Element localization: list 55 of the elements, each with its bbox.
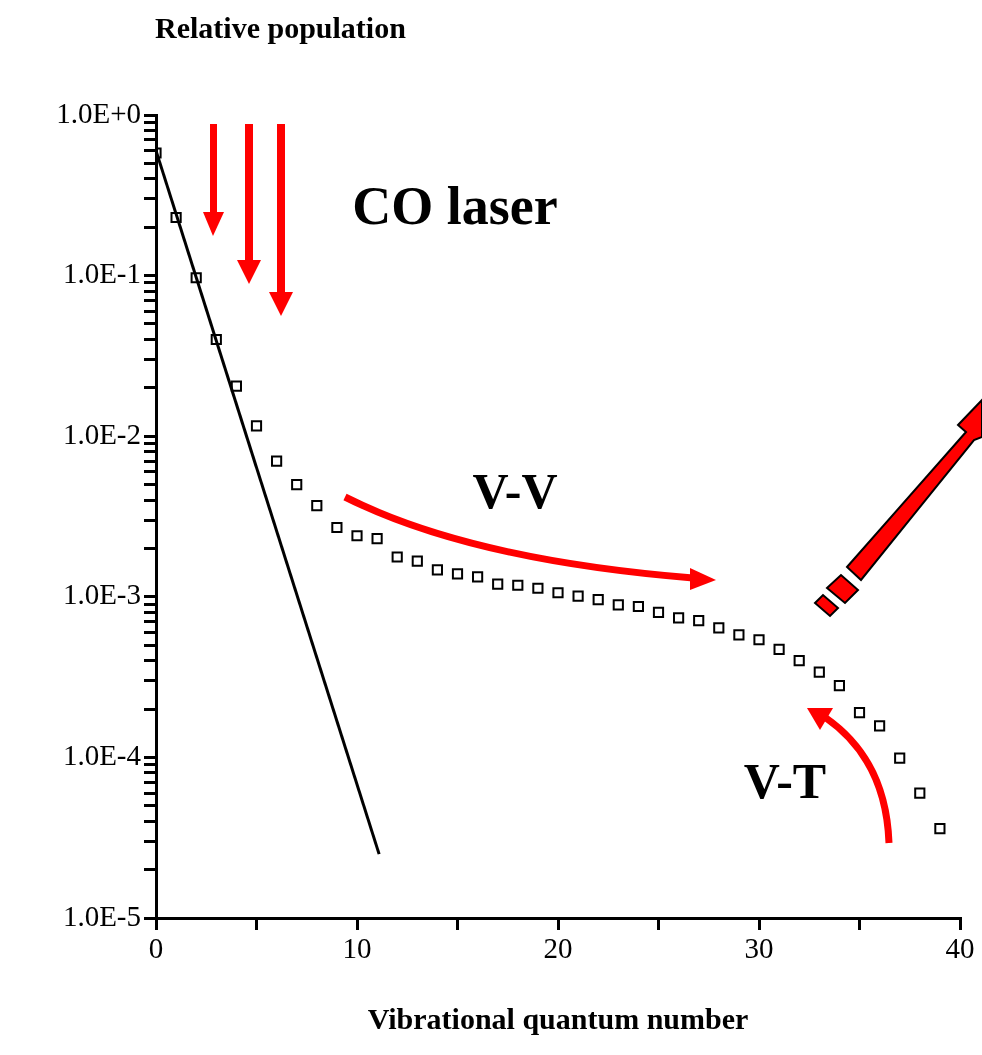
point bbox=[190, 272, 202, 284]
point bbox=[673, 612, 685, 624]
point bbox=[351, 530, 363, 542]
point bbox=[853, 707, 866, 719]
x-tick-label: 40 bbox=[945, 932, 975, 965]
point bbox=[572, 590, 584, 602]
y-tick-label: 1.0E-5 bbox=[62, 899, 141, 932]
point bbox=[894, 752, 906, 764]
y-tick-label: 1.0E-2 bbox=[62, 417, 141, 450]
x-axis-title: Vibrational quantum number bbox=[367, 1001, 749, 1035]
y-axis-title: Relative population bbox=[155, 10, 407, 44]
point bbox=[230, 380, 242, 392]
annotation: CO laser bbox=[352, 175, 558, 236]
annotation: V-T bbox=[743, 752, 827, 809]
point bbox=[632, 600, 644, 613]
point bbox=[753, 634, 765, 646]
point bbox=[492, 578, 504, 590]
point bbox=[532, 582, 544, 594]
point bbox=[713, 622, 725, 634]
point bbox=[472, 571, 484, 583]
point bbox=[833, 679, 845, 692]
point bbox=[512, 579, 524, 591]
point bbox=[451, 568, 464, 580]
point bbox=[773, 643, 785, 656]
point bbox=[612, 599, 624, 611]
point bbox=[331, 521, 343, 534]
y-tick-label: 1.0E-4 bbox=[62, 739, 142, 772]
y-tick-label: 1.0E-1 bbox=[62, 257, 141, 290]
point bbox=[170, 211, 182, 224]
point bbox=[733, 629, 745, 641]
point bbox=[552, 587, 564, 599]
point bbox=[210, 333, 222, 346]
point bbox=[793, 655, 805, 667]
point bbox=[311, 499, 323, 512]
annotation: V-V bbox=[472, 462, 558, 519]
point bbox=[592, 594, 604, 606]
y-tick-label: 1.0E+0 bbox=[56, 96, 141, 129]
point bbox=[934, 823, 946, 835]
point bbox=[914, 787, 926, 799]
point bbox=[693, 615, 705, 627]
x-tick-label: 10 bbox=[342, 932, 372, 965]
x-tick-label: 30 bbox=[744, 932, 774, 965]
point bbox=[371, 533, 383, 545]
x-tick-label: 20 bbox=[543, 932, 573, 965]
point bbox=[411, 555, 423, 567]
point bbox=[431, 564, 443, 576]
point bbox=[652, 606, 665, 618]
point bbox=[250, 420, 263, 432]
point bbox=[271, 455, 283, 467]
point bbox=[291, 478, 303, 491]
y-tick-label: 1.0E-3 bbox=[62, 578, 141, 611]
x-tick-label: 0 bbox=[148, 932, 164, 965]
point bbox=[391, 551, 403, 563]
point bbox=[813, 666, 825, 678]
point bbox=[874, 720, 886, 732]
